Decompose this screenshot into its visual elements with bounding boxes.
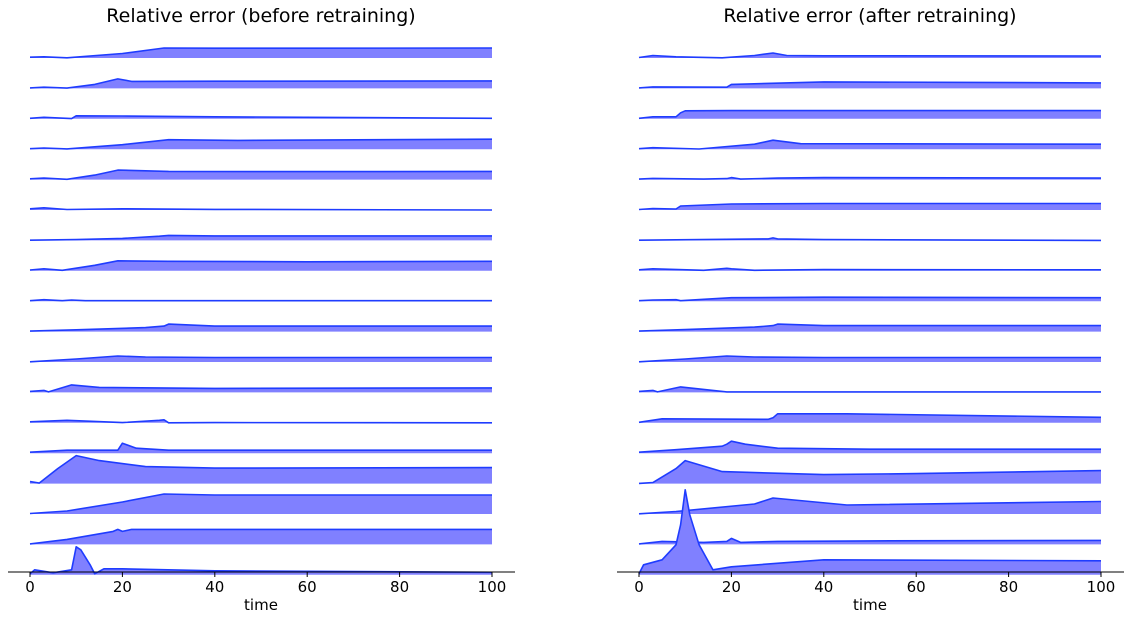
- ridge-plot-before: 0 20 40 60 80 100: [8, 47, 515, 596]
- ridge-line-after-16: [638, 497, 1102, 515]
- ridge-line-before-5: [29, 169, 493, 181]
- ridge-line-before-1: [29, 47, 493, 59]
- x-tick-label-after-80: 80: [999, 578, 1018, 596]
- ridge-area-before-15: [30, 455, 492, 484]
- ridge-line-before-9: [29, 298, 492, 302]
- ridge-area-before-8: [30, 260, 492, 271]
- ridge-line-after-10: [638, 323, 1101, 332]
- ridge-line-before-17: [29, 528, 492, 545]
- ridge-area-before-10: [30, 324, 492, 332]
- x-tick-label-before-60: 60: [298, 578, 317, 596]
- x-tick-label-before-80: 80: [390, 578, 409, 596]
- ridge-line-before-15: [29, 454, 493, 484]
- x-axis-label-after: time: [853, 596, 887, 614]
- ridge-area-before-5: [30, 170, 492, 180]
- ridge-line-before-13: [29, 419, 493, 424]
- x-tick-label-after-20: 20: [722, 578, 741, 596]
- ridge-line-before-10: [29, 323, 492, 332]
- ridge-line-before-14: [29, 442, 492, 453]
- x-tick-label-before-100: 100: [478, 578, 507, 596]
- x-tick-label-before-0: 0: [25, 578, 35, 596]
- ridge-line-after-9: [638, 296, 1102, 302]
- ridge-line-after-8: [638, 267, 1102, 272]
- ridge-line-after-12: [638, 386, 1101, 393]
- x-axis-label-before: time: [244, 596, 278, 614]
- ridge-area-after-15: [639, 460, 1101, 484]
- ridge-area-after-16: [639, 498, 1101, 514]
- ridge-area-after-14: [639, 441, 1101, 454]
- ridge-line-before-3: [29, 115, 493, 120]
- ridge-area-after-4: [639, 140, 1101, 150]
- ridge-line-after-1: [638, 52, 1102, 59]
- ridge-area-before-4: [30, 139, 492, 150]
- ridge-area-after-2: [639, 81, 1101, 89]
- ridge-line-before-4: [29, 138, 493, 150]
- ridge-line-after-6: [638, 202, 1101, 211]
- ridge-line-before-16: [29, 493, 492, 515]
- ridge-line-before-18: [29, 546, 493, 575]
- x-tick-label-after-100: 100: [1087, 578, 1116, 596]
- ridge-line-before-7: [29, 234, 492, 241]
- chart-title-before: Relative error (before retraining): [106, 5, 415, 27]
- ridge-area-before-16: [30, 494, 492, 514]
- x-tick-label-before-40: 40: [205, 578, 224, 596]
- x-tick-label-before-20: 20: [113, 578, 132, 596]
- ridge-area-before-1: [30, 48, 492, 58]
- x-tick-label-after-0: 0: [634, 578, 644, 596]
- ridge-line-before-6: [29, 207, 493, 211]
- ridge-line-before-11: [29, 355, 492, 363]
- ridge-line-before-8: [29, 260, 493, 272]
- chart-title-after: Relative error (after retraining): [723, 5, 1016, 27]
- ridge-line-after-18: [638, 489, 1102, 575]
- ridge-line-before-12: [29, 384, 493, 393]
- ridge-line-after-4: [638, 139, 1102, 150]
- ridge-plot-after: 0 20 40 60 80 100: [617, 52, 1124, 596]
- ridge-area-before-17: [30, 529, 492, 545]
- ridge-line-before-2: [29, 78, 493, 89]
- ridge-line-after-14: [638, 440, 1101, 453]
- x-tick-label-after-60: 60: [907, 578, 926, 596]
- ridge-area-after-18: [639, 489, 1101, 575]
- ridge-line-after-11: [638, 355, 1101, 363]
- ridge-area-after-6: [639, 203, 1101, 210]
- ridge-line-after-15: [638, 459, 1102, 485]
- ridge-line-after-3: [638, 109, 1101, 120]
- ridge-area-after-1: [639, 53, 1101, 58]
- ridge-area-before-13: [30, 419, 492, 423]
- ridge-line-after-2: [638, 81, 1102, 89]
- ridge-line-after-5: [638, 176, 1102, 180]
- x-tick-label-after-40: 40: [814, 578, 833, 596]
- ridge-area-after-3: [639, 110, 1101, 119]
- ridge-line-after-7: [638, 237, 1102, 242]
- ridge-area-before-14: [30, 443, 492, 454]
- ridge-line-after-13: [638, 413, 1102, 424]
